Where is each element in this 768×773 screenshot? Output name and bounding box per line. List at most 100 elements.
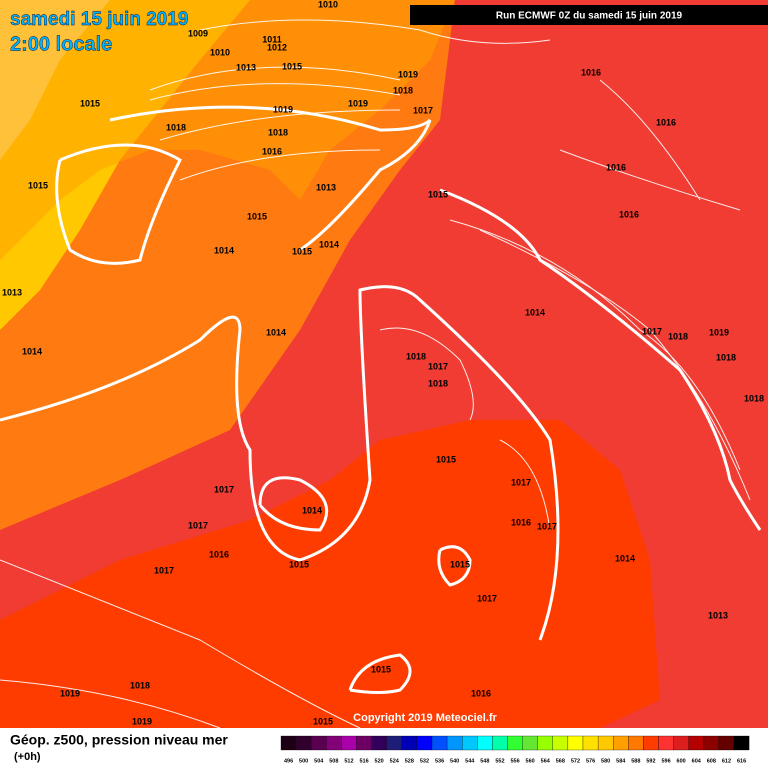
scale-label: 532	[420, 758, 429, 764]
isobar-label: 1017	[188, 520, 208, 530]
isobar-label: 1014	[615, 553, 635, 563]
isobar-label: 1016	[262, 146, 282, 156]
scale-label: 512	[344, 758, 353, 764]
isobar-label: 1015	[371, 664, 391, 674]
isobar-label: 1015	[289, 559, 309, 569]
scale-label: 572	[571, 758, 580, 764]
scale-label: 504	[314, 758, 324, 764]
scale-swatch	[552, 735, 569, 751]
scale-swatch	[643, 735, 659, 751]
isobar-label: 1018	[393, 85, 413, 95]
isobar-label: 1015	[450, 559, 470, 569]
scale-swatch	[326, 735, 342, 751]
isobar-label: 1016	[581, 67, 601, 77]
scale-label: 604	[692, 758, 702, 764]
isobar-label: 1014	[319, 239, 339, 249]
scale-swatch	[477, 735, 493, 751]
scale-swatch	[507, 735, 523, 751]
isobar-label: 1013	[316, 182, 336, 192]
isobar-label: 1015	[313, 716, 333, 726]
isobar-label: 1016	[656, 117, 676, 127]
scale-label: 564	[541, 758, 551, 764]
scale-swatch	[567, 735, 584, 751]
isobar-label: 1014	[22, 346, 42, 356]
isobar-label: 1017	[214, 484, 234, 494]
scale-swatch	[295, 735, 312, 751]
isobar-label: 1018	[668, 331, 688, 341]
isobar-label: 1018	[744, 393, 764, 403]
isobar-label: 1016	[511, 517, 531, 527]
isobar-label: 1018	[268, 127, 288, 137]
scale-label: 508	[329, 758, 338, 764]
scale-swatch	[462, 735, 478, 751]
isobar-label: 1018	[406, 351, 426, 361]
scale-swatch	[522, 735, 538, 751]
isobar-label: 1015	[28, 180, 48, 190]
isobar-label: 1013	[708, 610, 728, 620]
isobar-label: 1019	[398, 69, 418, 79]
isobar-label: 1014	[214, 245, 234, 255]
run-banner	[410, 5, 768, 25]
scale-label: 608	[707, 758, 716, 764]
zone-red-orange	[0, 420, 660, 728]
scale-label: 592	[646, 758, 655, 764]
scale-swatch	[492, 735, 508, 751]
scale-swatch	[446, 735, 463, 751]
isobar-label: 1018	[428, 378, 448, 388]
scale-label: 588	[631, 758, 640, 764]
scale-swatch	[311, 735, 327, 751]
isobar-label: 1016	[619, 209, 639, 219]
scale-swatch	[718, 735, 735, 751]
isobar-label: 1016	[209, 549, 229, 559]
scale-swatch	[673, 735, 689, 751]
scale-label: 616	[737, 758, 746, 764]
scale-swatch	[356, 735, 372, 751]
isobar-label: 1015	[436, 454, 456, 464]
scale-label: 552	[495, 758, 504, 764]
isobar-label: 1012	[267, 42, 287, 52]
isobar-label: 1017	[413, 105, 433, 115]
scale-label: 580	[601, 758, 610, 764]
footer-title: Géop. z500, pression niveau mer	[10, 732, 228, 748]
isobar-label: 1018	[716, 352, 736, 362]
scale-label: 568	[556, 758, 565, 764]
isobar-label: 1016	[471, 688, 491, 698]
scale-swatch	[280, 735, 297, 751]
scale-swatch	[401, 735, 418, 751]
isobar-label: 1019	[273, 104, 293, 114]
isobar-label: 1015	[282, 61, 302, 71]
scale-label: 496	[284, 758, 293, 764]
isobar-label: 1019	[132, 716, 152, 726]
scale-label: 520	[375, 758, 384, 764]
scale-label: 544	[465, 758, 475, 764]
scale-label: 524	[390, 758, 400, 764]
isobar-label: 1014	[525, 307, 545, 317]
isobar-label: 1009	[188, 28, 208, 38]
isobar-label: 1010	[318, 0, 338, 9]
copyright: Copyright 2019 Meteociel.fr	[353, 712, 497, 724]
isobar-label: 1018	[130, 680, 150, 690]
scale-label: 536	[435, 758, 444, 764]
scale-swatch	[341, 735, 357, 751]
scale-swatch	[703, 735, 720, 751]
scale-swatch	[371, 735, 387, 751]
scale-label: 500	[299, 758, 308, 764]
scale-label: 528	[405, 758, 414, 764]
isobar-label: 1017	[537, 521, 557, 531]
isobar-label: 1013	[236, 62, 256, 72]
isobar-label: 1015	[428, 189, 448, 199]
scale-label: 584	[616, 758, 626, 764]
scale-swatch	[658, 735, 674, 751]
run-text: Run ECMWF 0Z du samedi 15 juin 2019	[496, 11, 683, 22]
scale-swatch	[597, 735, 614, 751]
isobar-label: 1019	[709, 327, 729, 337]
isobar-label: 1017	[154, 565, 174, 575]
isobar-label: 1013	[2, 287, 22, 297]
scale-swatch	[582, 735, 599, 751]
map-time: 2:00 locale	[10, 33, 112, 55]
zone-amber	[0, 0, 455, 260]
isobar-label: 1019	[60, 688, 80, 698]
isobar-label: 1018	[166, 122, 186, 132]
scale-label: 600	[677, 758, 686, 764]
